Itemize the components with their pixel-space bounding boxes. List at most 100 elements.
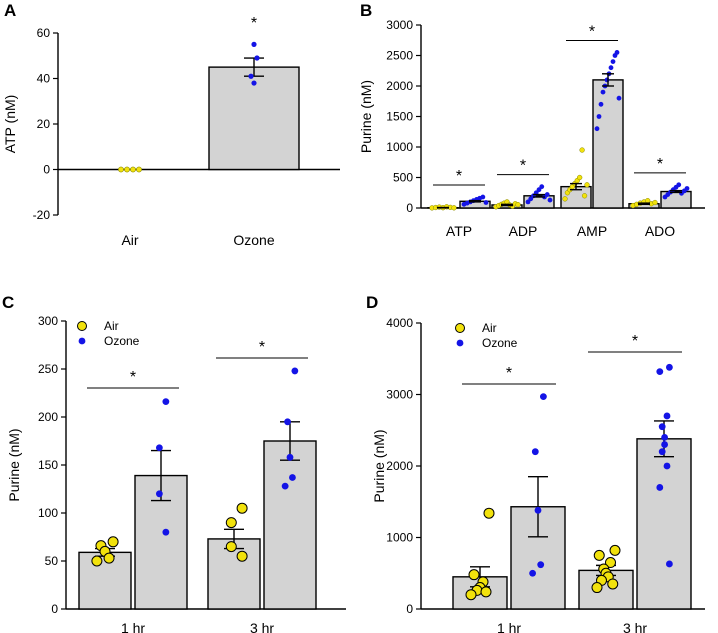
panel-c-data-point xyxy=(286,453,294,461)
panel-a-data-point xyxy=(251,41,257,47)
panel-c-data-point xyxy=(103,552,115,564)
panel-d-data-point xyxy=(593,549,605,561)
panel-c-x-tick-label: 1 hr xyxy=(121,620,145,633)
panel-b-y-tick-label: 0 xyxy=(406,201,413,215)
panel-d-y-tick-label: 2000 xyxy=(386,459,413,473)
panel-c-data-point xyxy=(107,536,119,548)
panel-b-y-tick-label: 2000 xyxy=(386,79,413,93)
panel-d-y-tick-label: 4000 xyxy=(386,316,413,330)
panel-b-y-tick-label: 1500 xyxy=(386,110,413,124)
panel-c-significance-star: * xyxy=(130,369,136,386)
panel-c-data-point xyxy=(225,517,237,529)
panel-d-significance-star: * xyxy=(506,365,512,382)
panel-b-significance-star: * xyxy=(520,158,526,175)
panel-c-y-tick-label: 50 xyxy=(45,554,59,568)
panel-b-significance-star: * xyxy=(456,168,462,185)
panel-a-data-point xyxy=(248,73,254,79)
panel-d-y-axis-title: Purine (nM) xyxy=(371,429,387,502)
panel-c-y-tick-label: 150 xyxy=(38,458,58,472)
panel-b-data-point xyxy=(562,196,568,202)
panel-b-data-point xyxy=(483,200,489,205)
panel-b: B 0 500 1000 1500 2000 2500 3000 Purine (nM) * ATP… xyxy=(358,1,705,239)
panel-a-significance-star: * xyxy=(251,15,257,32)
panel-d-data-point xyxy=(666,363,673,371)
panel-b-data-point xyxy=(547,197,553,203)
panel-b-data-point xyxy=(536,187,542,193)
panel-b-bar xyxy=(592,79,624,209)
panel-c-legend-label-air: Air xyxy=(104,319,119,333)
panel-c-y-tick-label: 300 xyxy=(38,314,58,328)
panel-d-data-point xyxy=(531,448,539,456)
panel-d-data-point xyxy=(607,578,619,590)
panel-d-data-point xyxy=(537,561,545,569)
panel-c-data-point xyxy=(91,555,103,567)
panel-d-y-tick-label: 3000 xyxy=(386,388,413,402)
panel-b-x-tick-label: ADP xyxy=(509,223,538,239)
panel-b-data-point xyxy=(598,101,604,107)
panel-b-data-point xyxy=(581,193,588,199)
panel-d-label: D xyxy=(366,293,378,312)
panel-a-y-tick-label: -20 xyxy=(33,208,51,222)
panel-b-data-point xyxy=(577,174,583,181)
panel-c-data-point xyxy=(236,550,248,562)
panel-b-significance-star: * xyxy=(657,156,663,173)
panel-d-data-point xyxy=(591,582,603,594)
panel-c-legend-marker-air xyxy=(77,321,87,331)
panel-d-data-point xyxy=(605,557,616,569)
panel-d-data-point xyxy=(661,434,668,441)
panel-a-data-point xyxy=(118,166,124,173)
panel-d-legend-label-ozone: Ozone xyxy=(482,336,518,350)
panel-b-data-point xyxy=(515,201,521,208)
panel-d-significance-star: * xyxy=(632,333,638,350)
panel-d-legend-marker-ozone xyxy=(456,339,464,347)
panel-c-data-point xyxy=(236,502,248,514)
panel-b-label: B xyxy=(360,1,372,20)
panel-d-data-point xyxy=(663,412,671,420)
panel-d-legend-marker-air xyxy=(455,323,465,333)
panel-c-data-point xyxy=(162,528,170,536)
panel-a-y-tick-label: 20 xyxy=(37,117,51,131)
panel-d-data-point xyxy=(483,507,495,519)
panel-b-data-point xyxy=(608,65,614,71)
panel-c-significance-star: * xyxy=(259,339,265,356)
panel-b-data-point xyxy=(544,192,550,197)
panel-d-data-point xyxy=(529,569,536,577)
panel-c-data-point xyxy=(291,367,299,375)
panel-a-data-point xyxy=(251,80,257,86)
panel-c-y-axis-title: Purine (nM) xyxy=(6,428,22,501)
panel-b-data-point xyxy=(600,89,606,95)
panel-b-data-point xyxy=(451,205,457,211)
panel-c-legend-marker-ozone xyxy=(78,337,86,345)
panel-c-data-point xyxy=(155,444,163,452)
panel-d-data-point xyxy=(468,569,480,581)
panel-d-x-tick-label: 1 hr xyxy=(497,620,521,633)
panel-c-data-point xyxy=(162,398,170,406)
panel-a-data-point xyxy=(124,166,130,173)
panel-d-data-point xyxy=(540,393,547,401)
panel-d-data-point xyxy=(534,506,542,514)
panel-d-data-point xyxy=(658,448,666,456)
panel-d-data-point xyxy=(663,462,671,470)
panel-d-bar xyxy=(636,438,692,610)
panel-a: A -20 0 20 40 60 ATP (nM) Air Ozone * xyxy=(2,1,340,248)
panel-a-y-tick-label: 60 xyxy=(37,26,51,40)
panel-b-data-point xyxy=(610,59,616,64)
panel-c-data-point xyxy=(284,418,291,426)
panel-b-data-point xyxy=(539,184,545,190)
panel-b-significance-star: * xyxy=(589,23,595,40)
panel-a-y-tick-label: 0 xyxy=(43,163,50,177)
panel-b-y-tick-label: 2500 xyxy=(386,49,413,63)
panel-a-data-point xyxy=(130,166,136,173)
panel-b-data-point xyxy=(684,186,690,191)
panel-c-x-tick-label: 3 hr xyxy=(250,620,274,633)
panel-d-y-tick-label: 0 xyxy=(406,602,413,616)
panel-d-data-point xyxy=(609,544,621,556)
panel-b-data-point xyxy=(652,199,658,206)
panel-b-x-tick-label: AMP xyxy=(577,223,607,239)
panel-d-x-tick-label: 3 hr xyxy=(623,620,647,633)
panel-c-legend-label-ozone: Ozone xyxy=(104,334,140,348)
panel-a-y-axis-title: ATP (nM) xyxy=(2,95,18,154)
panel-d-data-point xyxy=(656,368,664,376)
panel-c-data-point xyxy=(281,482,289,490)
